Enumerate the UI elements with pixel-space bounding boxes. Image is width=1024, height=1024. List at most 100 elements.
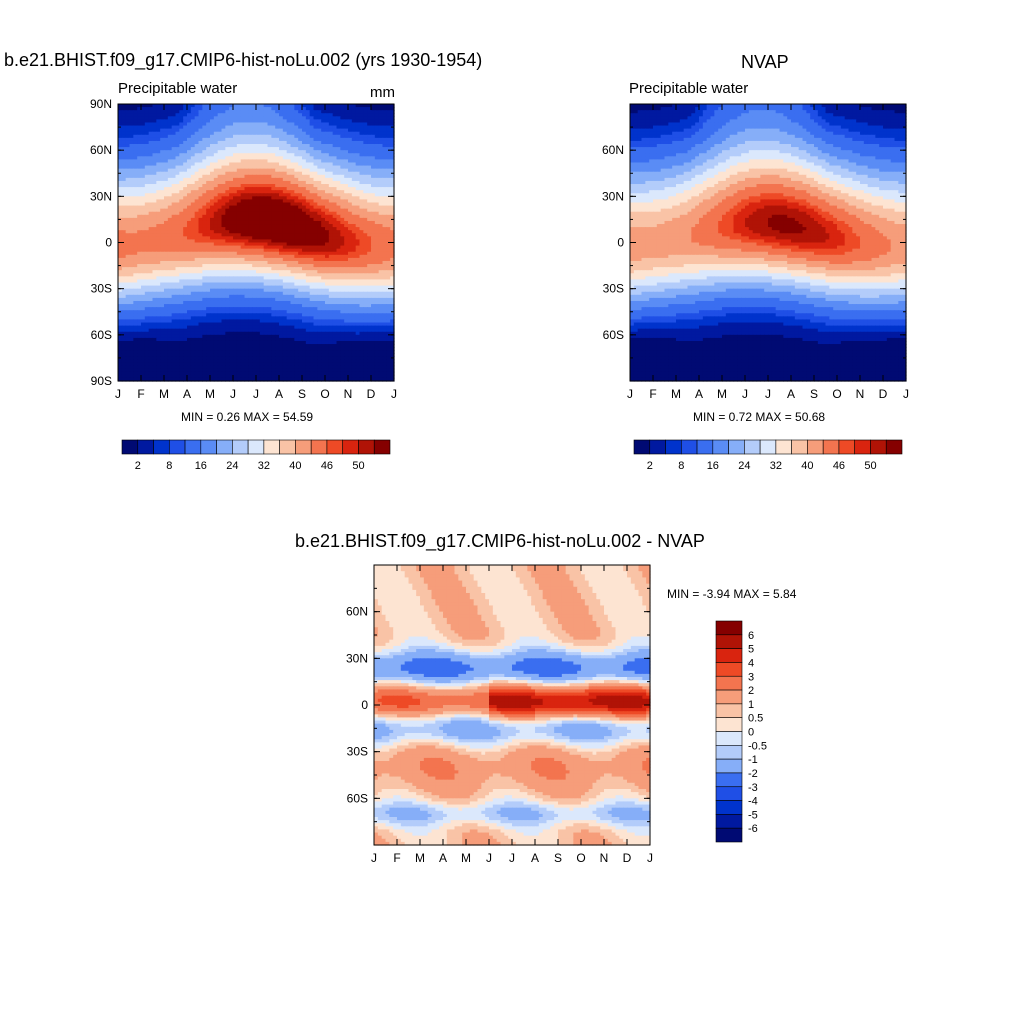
field-cell [240, 104, 246, 108]
field-cell [125, 113, 131, 117]
field-cell [244, 110, 249, 114]
field-cell [317, 110, 322, 114]
field-cell [294, 104, 299, 108]
field-cell [351, 113, 357, 117]
field-cell [133, 140, 138, 145]
field-cell [206, 140, 211, 145]
field-cell [206, 110, 211, 114]
field-cell [267, 125, 272, 130]
field-cell [371, 116, 376, 120]
field-cell [344, 153, 349, 157]
field-cell [179, 156, 184, 160]
field-cell [374, 147, 380, 151]
field-cell [313, 144, 318, 148]
field-cell [321, 144, 326, 148]
field-cell [351, 153, 357, 157]
field-cell [382, 150, 387, 154]
field-cell [363, 150, 368, 154]
field-cell [236, 119, 242, 124]
field-cell [198, 150, 203, 154]
field-cell [286, 113, 292, 117]
field-cell [225, 131, 230, 136]
field-cell [282, 107, 288, 111]
field-cell [351, 125, 357, 130]
field-cell [298, 156, 303, 160]
field-cell [336, 107, 341, 111]
field-cell [252, 147, 257, 151]
field-cell [298, 110, 303, 114]
field-cell [183, 104, 188, 108]
field-cell [171, 116, 177, 120]
field-cell [236, 153, 242, 157]
field-cell [244, 125, 249, 130]
field-cell [309, 153, 315, 157]
field-cell [129, 144, 134, 148]
field-cell [252, 134, 257, 139]
field-cell [290, 156, 295, 160]
field-cell [144, 104, 150, 108]
field-cell [148, 150, 154, 154]
field-cell [382, 134, 387, 139]
field-cell [363, 110, 368, 114]
field-cell [321, 134, 326, 139]
field-cell [382, 140, 387, 145]
field-cell [252, 137, 257, 142]
field-cell [282, 153, 288, 157]
field-cell [233, 144, 238, 148]
field-cell [121, 131, 127, 136]
field-cell [267, 153, 272, 157]
field-cell [367, 140, 372, 145]
field-cell [198, 110, 203, 114]
field-cell [363, 128, 368, 133]
field-cell [359, 144, 364, 148]
field-cell [367, 107, 372, 111]
field-cell [121, 137, 127, 142]
field-cell [164, 119, 169, 124]
field-cell [374, 116, 380, 120]
field-cell [198, 113, 203, 117]
field-cell [187, 156, 192, 160]
field-cell [286, 119, 292, 124]
field-cell [156, 156, 161, 160]
field-cell [160, 153, 165, 157]
field-cell [190, 137, 196, 142]
field-cell [325, 113, 330, 117]
field-cell [210, 125, 215, 130]
field-cell [282, 140, 288, 145]
field-cell [271, 125, 276, 130]
field-cell [279, 147, 284, 151]
field-cell [164, 156, 169, 160]
field-cell [210, 147, 215, 151]
field-cell [160, 128, 165, 133]
field-cell [382, 144, 387, 148]
field-cell [317, 131, 322, 136]
field-cell [160, 134, 165, 139]
field-cell [386, 134, 391, 139]
field-cell [190, 113, 196, 117]
field-cell [340, 119, 345, 124]
field-cell [382, 104, 387, 108]
field-cell [386, 122, 391, 127]
field-cell [198, 107, 203, 111]
field-cell [202, 134, 207, 139]
field-cell [263, 107, 269, 111]
field-cell [190, 119, 196, 124]
field-cell [302, 110, 307, 114]
field-cell [348, 140, 353, 145]
field-cell [336, 125, 341, 130]
field-cell [187, 128, 192, 133]
field-cell [133, 137, 138, 142]
field-cell [371, 140, 376, 145]
field-cell [156, 107, 161, 111]
field-cell [240, 153, 246, 157]
field-cell [179, 147, 184, 151]
field-cell [175, 156, 180, 160]
field-cell [348, 125, 353, 130]
field-cell [236, 150, 242, 154]
field-cell [359, 153, 364, 157]
field-cell [133, 131, 138, 136]
field-cell [125, 110, 131, 114]
field-cell [374, 128, 380, 133]
field-cell [279, 107, 284, 111]
